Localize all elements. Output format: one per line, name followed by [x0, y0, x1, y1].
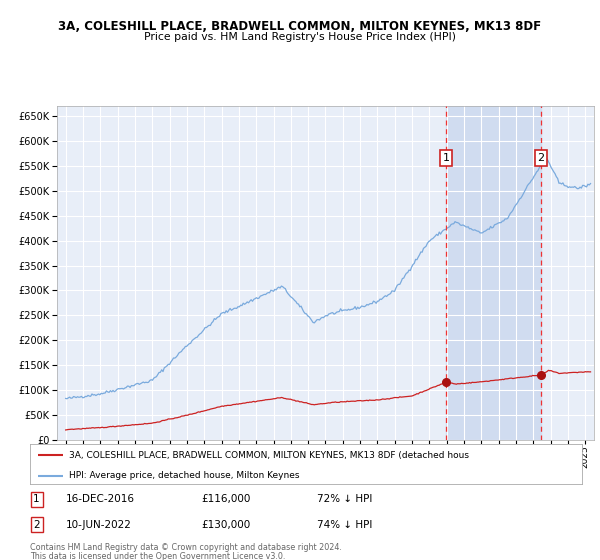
- Text: 72% ↓ HPI: 72% ↓ HPI: [317, 494, 373, 505]
- Text: 2: 2: [538, 153, 545, 163]
- Text: 1: 1: [443, 153, 449, 163]
- Text: 1: 1: [34, 494, 40, 505]
- Text: 16-DEC-2016: 16-DEC-2016: [66, 494, 135, 505]
- Text: 3A, COLESHILL PLACE, BRADWELL COMMON, MILTON KEYNES, MK13 8DF: 3A, COLESHILL PLACE, BRADWELL COMMON, MI…: [58, 20, 542, 32]
- Text: This data is licensed under the Open Government Licence v3.0.: This data is licensed under the Open Gov…: [30, 552, 286, 560]
- Bar: [446, 106, 541, 440]
- Text: £116,000: £116,000: [201, 494, 250, 505]
- Text: 2: 2: [34, 520, 40, 530]
- Text: 3A, COLESHILL PLACE, BRADWELL COMMON, MILTON KEYNES, MK13 8DF (detached hous: 3A, COLESHILL PLACE, BRADWELL COMMON, MI…: [68, 451, 469, 460]
- Text: £130,000: £130,000: [201, 520, 250, 530]
- Text: 10-JUN-2022: 10-JUN-2022: [66, 520, 132, 530]
- Text: Price paid vs. HM Land Registry's House Price Index (HPI): Price paid vs. HM Land Registry's House …: [144, 32, 456, 42]
- Text: HPI: Average price, detached house, Milton Keynes: HPI: Average price, detached house, Milt…: [68, 471, 299, 480]
- Text: 74% ↓ HPI: 74% ↓ HPI: [317, 520, 373, 530]
- Text: Contains HM Land Registry data © Crown copyright and database right 2024.: Contains HM Land Registry data © Crown c…: [30, 543, 342, 552]
